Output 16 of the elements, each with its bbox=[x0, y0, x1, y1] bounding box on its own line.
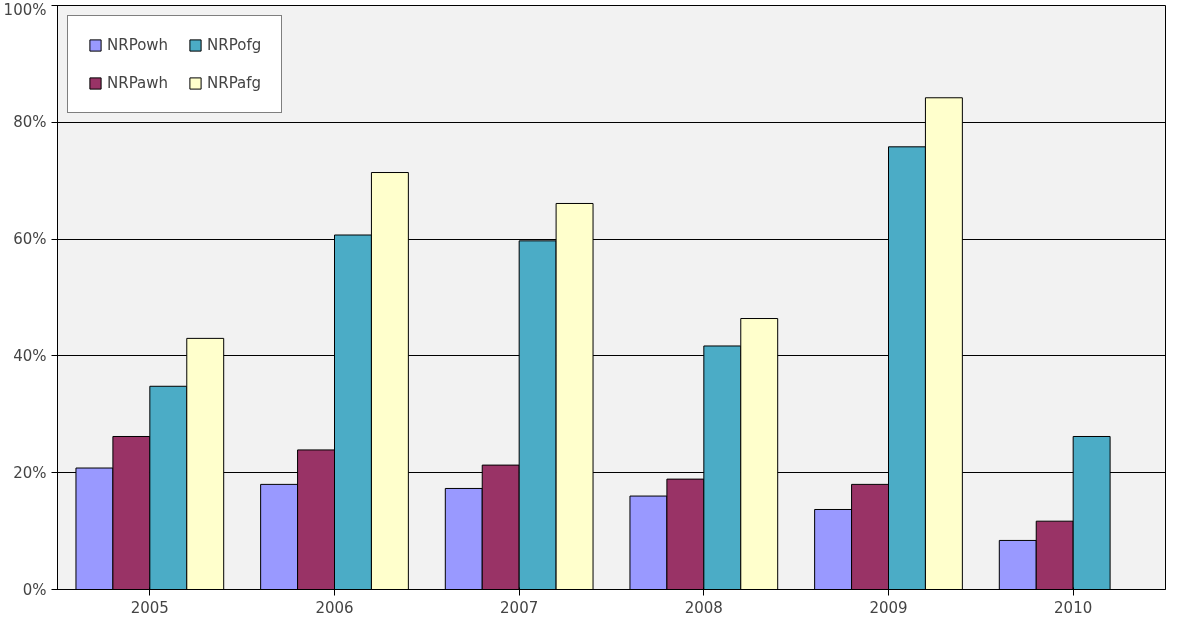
legend-label: NRPowh bbox=[107, 36, 169, 54]
x-tick-label: 2009 bbox=[869, 598, 908, 617]
legend-label: NRPofg bbox=[207, 36, 262, 54]
legend-label: NRPawh bbox=[107, 74, 168, 92]
x-tick-label: 2008 bbox=[684, 598, 723, 617]
y-tick-label: 100% bbox=[3, 0, 47, 19]
x-tick-label: 2010 bbox=[1054, 598, 1093, 617]
x-tick-label: 2005 bbox=[130, 598, 169, 617]
legend-label: NRPafg bbox=[207, 74, 262, 92]
y-tick-label: 0% bbox=[22, 580, 47, 599]
x-tick-label: 2007 bbox=[500, 598, 539, 617]
x-tick-label: 2006 bbox=[315, 598, 354, 617]
y-tick-label: 40% bbox=[13, 346, 47, 365]
y-tick-label: 60% bbox=[13, 230, 47, 249]
y-tick-label: 80% bbox=[13, 113, 47, 132]
y-tick-label: 20% bbox=[13, 463, 47, 482]
